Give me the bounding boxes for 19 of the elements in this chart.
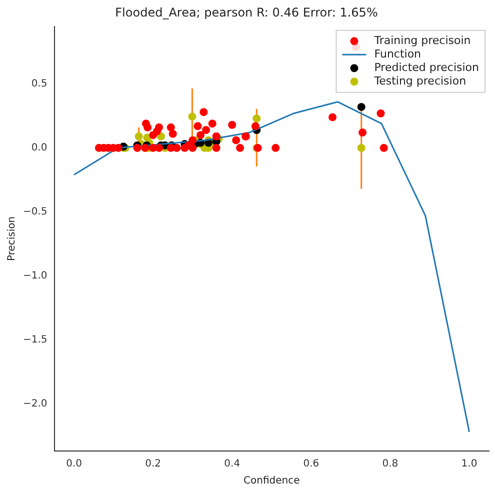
x-tick-label: 0.6 xyxy=(303,458,320,470)
y-tick-label: −1.0 xyxy=(22,270,48,282)
y-tick-label: −1.5 xyxy=(22,334,48,346)
y-tick-label: 0.0 xyxy=(31,142,48,154)
x-tick-label: 0.0 xyxy=(66,458,82,470)
x-tick-label: 1.0 xyxy=(461,458,478,470)
y-tick-label: −2.0 xyxy=(22,398,48,410)
chart-title: Flooded_Area; pearson R: 0.46 Error: 1.65% xyxy=(115,5,378,20)
x-axis-title: Confidence xyxy=(244,476,300,487)
x-tick-label: 0.4 xyxy=(224,458,240,470)
y-tick-label: −0.5 xyxy=(22,206,48,218)
legend-label: Predicted precision xyxy=(374,61,480,74)
y-tick-label: 0.5 xyxy=(31,78,48,90)
legend-label: Function xyxy=(374,48,422,61)
legend-label: Testing precision xyxy=(373,74,466,88)
legend-label: Training precisoin xyxy=(373,34,471,48)
y-axis-title: Precision xyxy=(6,216,18,262)
x-tick-label: 0.8 xyxy=(382,458,398,470)
x-tick-label: 0.2 xyxy=(145,458,162,470)
